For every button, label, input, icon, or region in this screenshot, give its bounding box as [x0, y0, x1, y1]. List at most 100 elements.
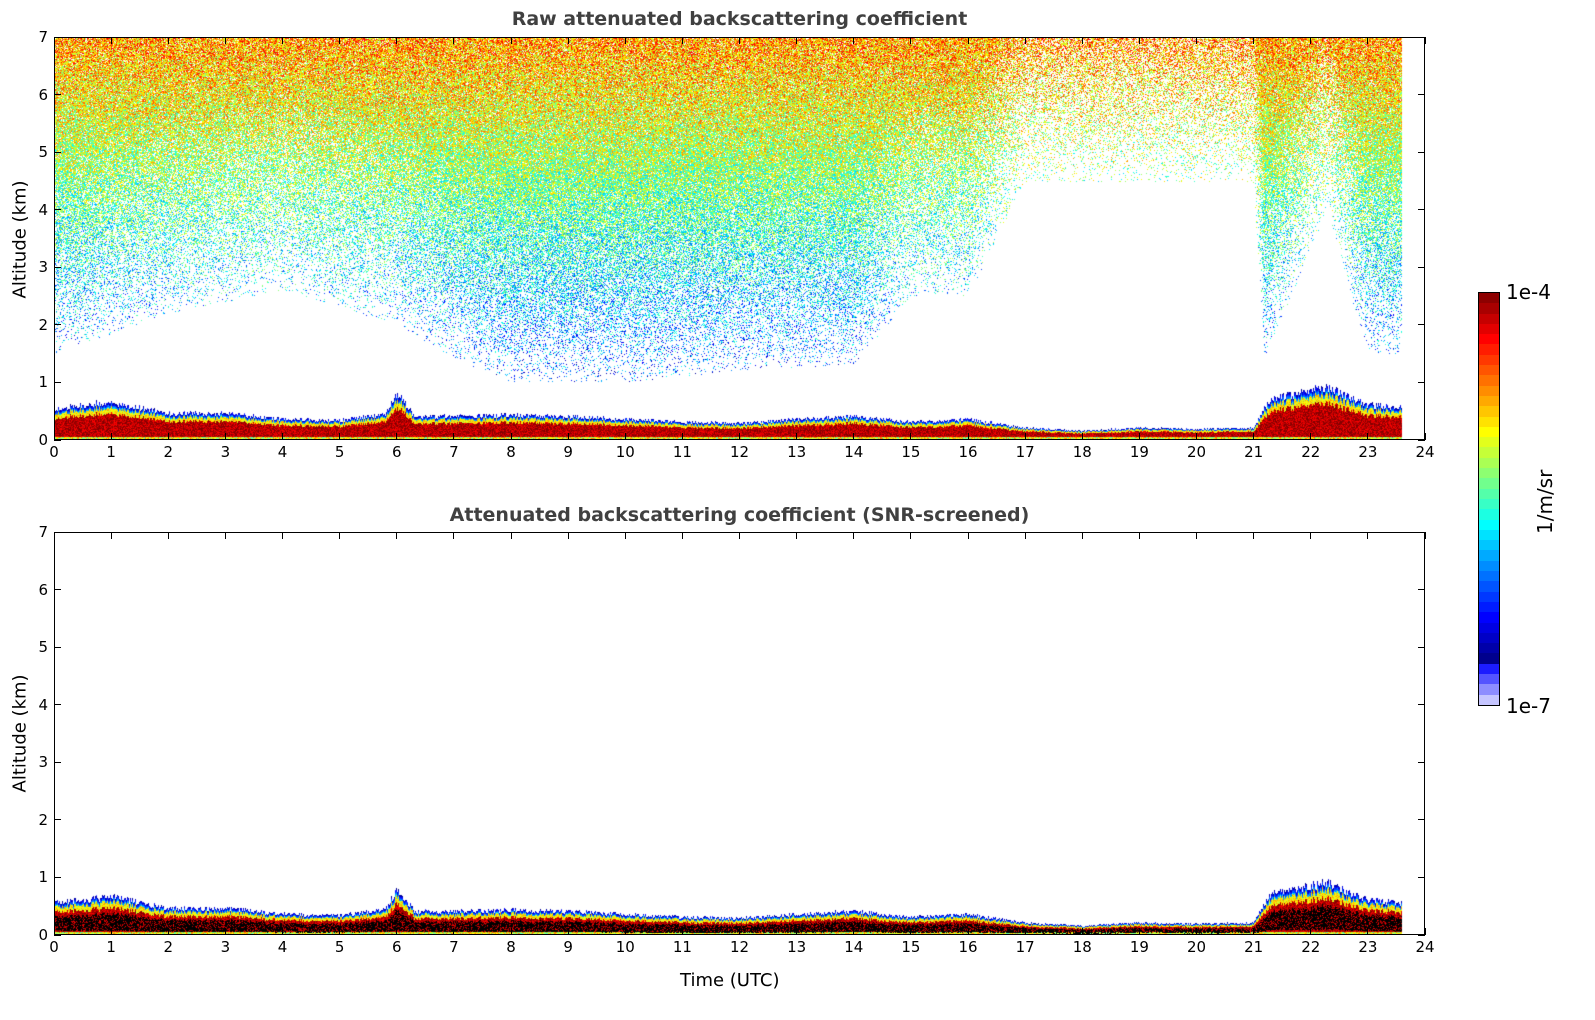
- x-tick-label: 3: [220, 443, 231, 461]
- x-tick-mark: [339, 532, 341, 539]
- x-tick-mark: [739, 37, 740, 44]
- x-tick-mark: [1424, 532, 1426, 539]
- x-tick-mark: [1081, 433, 1083, 440]
- x-tick-mark: [1024, 928, 1026, 935]
- x-tick-mark: [796, 37, 798, 44]
- y-tick-label: 4: [38, 200, 48, 219]
- x-tick-mark: [53, 37, 55, 44]
- y-tick-mark: [1418, 646, 1425, 648]
- x-tick-mark: [510, 433, 512, 440]
- x-tick-mark: [1310, 37, 1312, 44]
- x-tick-mark: [796, 433, 798, 440]
- y-tick-mark: [1418, 151, 1425, 153]
- x-tick-mark: [739, 433, 740, 440]
- x-tick-mark: [110, 928, 112, 935]
- y-tick-mark: [54, 531, 61, 533]
- x-tick-mark: [110, 37, 112, 44]
- x-tick-label: 23: [1358, 938, 1378, 956]
- x-tick-label: 13: [787, 938, 807, 956]
- x-tick-label: 22: [1301, 938, 1321, 956]
- x-tick-label: 6: [391, 443, 402, 461]
- y-tick-label: 6: [38, 580, 48, 599]
- x-tick-mark: [624, 433, 626, 440]
- x-tick-label: 4: [277, 443, 288, 461]
- y-tick-label: 1: [38, 373, 48, 392]
- x-tick-label: 1: [106, 938, 116, 956]
- y-tick-mark: [1418, 934, 1425, 936]
- x-tick-mark: [53, 433, 55, 440]
- x-tick-mark: [453, 928, 455, 935]
- x-tick-mark: [739, 532, 740, 539]
- x-tick-label: 19: [1129, 938, 1149, 956]
- x-tick-mark: [1138, 928, 1140, 935]
- y-tick-mark: [54, 589, 61, 591]
- x-tick-mark: [510, 532, 512, 539]
- x-tick-mark: [453, 433, 455, 440]
- top-chart-title: Raw attenuated backscattering coefficien…: [511, 8, 968, 30]
- x-tick-mark: [853, 433, 855, 440]
- x-tick-mark: [396, 532, 398, 539]
- x-tick-label: 19: [1129, 443, 1149, 461]
- x-tick-label: 10: [615, 938, 635, 956]
- y-tick-mark: [1418, 324, 1425, 326]
- x-tick-label: 2: [163, 443, 174, 461]
- x-tick-mark: [967, 433, 969, 440]
- x-tick-label: 17: [1015, 443, 1035, 461]
- y-tick-label: 6: [38, 85, 48, 104]
- y-tick-mark: [1418, 761, 1425, 763]
- y-tick-mark: [1418, 209, 1425, 211]
- x-tick-mark: [853, 532, 855, 539]
- y-tick-mark: [1418, 94, 1425, 96]
- y-tick-label: 5: [38, 638, 48, 657]
- snr-screened-heatmap: [55, 533, 1424, 934]
- y-tick-mark: [54, 151, 61, 153]
- x-tick-label: 7: [449, 443, 459, 461]
- x-tick-mark: [339, 433, 341, 440]
- bottom-heatmap-axes: [54, 532, 1425, 935]
- x-tick-mark: [567, 928, 569, 935]
- x-tick-label: 0: [49, 443, 59, 461]
- y-tick-mark: [1418, 704, 1425, 706]
- x-tick-label: 20: [1186, 938, 1207, 956]
- x-tick-mark: [1367, 532, 1369, 539]
- x-tick-mark: [1024, 433, 1026, 440]
- x-tick-mark: [624, 532, 626, 539]
- x-tick-mark: [167, 433, 169, 440]
- x-tick-label: 18: [1072, 938, 1092, 956]
- y-tick-label: 3: [38, 258, 48, 277]
- x-tick-label: 11: [672, 938, 692, 956]
- y-tick-mark: [54, 266, 61, 268]
- y-tick-mark: [1418, 266, 1425, 268]
- y-tick-mark: [54, 704, 61, 706]
- x-tick-label: 12: [729, 938, 750, 956]
- x-tick-mark: [567, 532, 569, 539]
- colorbar-unit-label: 1/m/sr: [1533, 469, 1557, 534]
- x-tick-label: 18: [1072, 443, 1092, 461]
- y-tick-mark: [54, 934, 61, 936]
- x-tick-mark: [1367, 928, 1369, 935]
- x-tick-mark: [681, 928, 683, 935]
- y-tick-label: 1: [38, 868, 48, 887]
- y-tick-mark: [54, 761, 61, 763]
- x-tick-mark: [282, 37, 283, 44]
- x-tick-label: 8: [506, 443, 516, 461]
- x-tick-mark: [167, 37, 169, 44]
- x-tick-label: 14: [844, 443, 864, 461]
- y-tick-label: 2: [38, 810, 48, 829]
- x-tick-mark: [967, 532, 969, 539]
- x-tick-mark: [853, 928, 855, 935]
- top-heatmap-axes: [54, 37, 1425, 440]
- x-tick-mark: [1024, 532, 1026, 539]
- x-tick-mark: [224, 433, 226, 440]
- x-tick-mark: [624, 37, 626, 44]
- x-tick-mark: [796, 928, 798, 935]
- x-tick-mark: [1253, 928, 1255, 935]
- x-tick-mark: [453, 532, 455, 539]
- x-tick-mark: [167, 532, 169, 539]
- x-tick-mark: [1253, 433, 1255, 440]
- x-tick-mark: [53, 928, 55, 935]
- x-axis-label: Time (UTC): [680, 970, 780, 991]
- x-tick-mark: [1424, 37, 1426, 44]
- x-tick-mark: [1196, 433, 1197, 440]
- x-tick-label: 17: [1015, 938, 1035, 956]
